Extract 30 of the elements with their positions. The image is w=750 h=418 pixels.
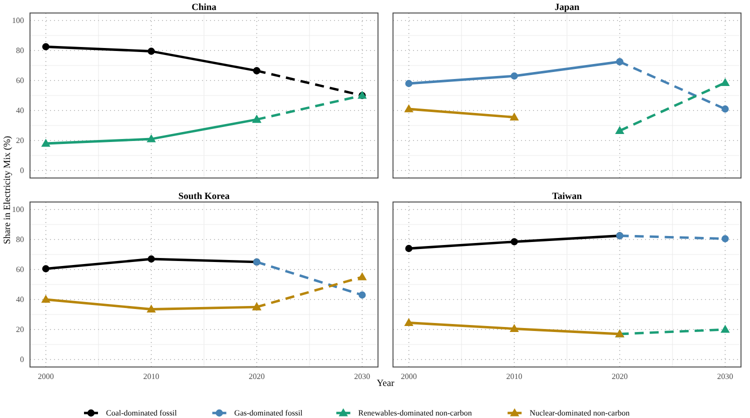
y-tick-label: 60 bbox=[16, 76, 24, 86]
x-tick-label: 2020 bbox=[248, 372, 265, 381]
x-tick-label: 2030 bbox=[354, 372, 370, 381]
y-tick-label: 40 bbox=[16, 295, 24, 304]
chart-title: Taiwan bbox=[552, 192, 583, 202]
legend-label: Renewables-dominated non-carbon bbox=[358, 408, 472, 418]
x-axis-title: Year bbox=[376, 379, 396, 389]
chart-title: China bbox=[192, 3, 217, 13]
x-tick-label: 2030 bbox=[717, 372, 734, 381]
y-tick-label: 40 bbox=[16, 106, 24, 116]
y-tick-label: 100 bbox=[12, 16, 24, 26]
x-tick-label: 2010 bbox=[506, 372, 522, 381]
y-tick-label: 20 bbox=[16, 325, 24, 334]
x-tick-label: 2000 bbox=[38, 372, 54, 381]
x-tick-label: 2000 bbox=[400, 372, 417, 381]
y-tick-label: 100 bbox=[12, 205, 24, 214]
chart-title: Japan bbox=[554, 3, 580, 13]
legend-label: Nuclear-dominated non-carbon bbox=[530, 408, 630, 418]
x-tick-label: 2020 bbox=[612, 372, 628, 381]
y-tick-label: 80 bbox=[16, 235, 24, 244]
chart-title: South Korea bbox=[178, 192, 230, 202]
y-tick-label: 20 bbox=[16, 136, 24, 146]
y-tick-label: 80 bbox=[16, 46, 24, 56]
legend-label: Gas-dominated fossil bbox=[234, 408, 304, 418]
x-tick-label: 2010 bbox=[143, 372, 160, 381]
legend-label: Coal-dominated fossil bbox=[106, 408, 178, 418]
y-tick-label: 0 bbox=[20, 355, 24, 364]
y-axis-title: Share in Electricity Mix (%) bbox=[3, 136, 13, 244]
y-tick-label: 60 bbox=[16, 265, 24, 274]
y-tick-label: 0 bbox=[20, 166, 24, 176]
